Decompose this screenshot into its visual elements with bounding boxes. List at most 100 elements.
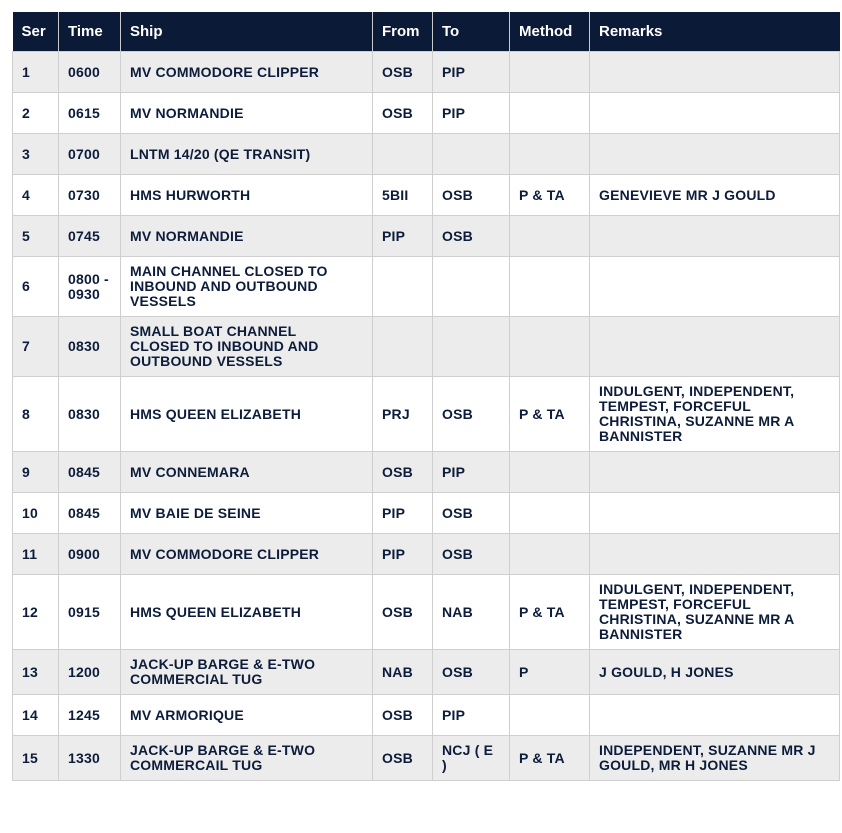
- cell-from: [372, 256, 433, 317]
- cell-time: 0830: [58, 376, 121, 452]
- cell-remarks: [589, 694, 840, 736]
- cell-from: OSB: [372, 735, 433, 781]
- cell-ship: JACK-UP BARGE & E-TWO COMMERCAIL TUG: [120, 735, 373, 781]
- cell-method: P & TA: [509, 376, 590, 452]
- cell-to: [432, 256, 510, 317]
- cell-remarks: [589, 316, 840, 377]
- cell-method: [509, 533, 590, 575]
- cell-ship: MV NORMANDIE: [120, 215, 373, 257]
- cell-to: OSB: [432, 174, 510, 216]
- cell-to: OSB: [432, 376, 510, 452]
- cell-remarks: [589, 256, 840, 317]
- cell-ship: MV BAIE DE SEINE: [120, 492, 373, 534]
- table-row: 10 0845 MV BAIE DE SEINE PIP OSB: [12, 492, 840, 534]
- cell-time: 0900: [58, 533, 121, 575]
- cell-remarks: INDULGENT, INDEPENDENT, TEMPEST, FORCEFU…: [589, 376, 840, 452]
- table-row: 15 1330 JACK-UP BARGE & E-TWO COMMERCAIL T…: [12, 735, 840, 781]
- cell-to: PIP: [432, 92, 510, 134]
- ship-movements-table: Ser Time Ship From To Method Remarks 1 06…: [12, 12, 840, 781]
- cell-remarks: J GOULD, H JONES: [589, 649, 840, 695]
- cell-remarks: [589, 451, 840, 493]
- cell-remarks: [589, 92, 840, 134]
- cell-from: OSB: [372, 51, 433, 93]
- cell-time: 0830: [58, 316, 121, 377]
- table-row: 8 0830 HMS QUEEN ELIZABETH PRJ OSB P & TA INDU…: [12, 376, 840, 452]
- cell-to: NAB: [432, 574, 510, 650]
- cell-method: P & TA: [509, 735, 590, 781]
- cell-method: P: [509, 649, 590, 695]
- header-to: To: [432, 12, 510, 52]
- cell-ser: 11: [12, 533, 59, 575]
- cell-time: 1245: [58, 694, 121, 736]
- cell-ser: 7: [12, 316, 59, 377]
- cell-method: P & TA: [509, 174, 590, 216]
- table-row: 4 0730 HMS HURWORTH 5BII OSB P & TA GENEVIEVE …: [12, 174, 840, 216]
- cell-remarks: GENEVIEVE MR J GOULD: [589, 174, 840, 216]
- table-row: 6 0800 - 0930 MAIN CHANNEL CLOSED TO INBOU…: [12, 256, 840, 317]
- cell-time: 1330: [58, 735, 121, 781]
- cell-to: OSB: [432, 533, 510, 575]
- cell-from: [372, 133, 433, 175]
- cell-to: PIP: [432, 51, 510, 93]
- cell-ship: HMS QUEEN ELIZABETH: [120, 574, 373, 650]
- cell-to: NCJ ( E ): [432, 735, 510, 781]
- cell-to: OSB: [432, 492, 510, 534]
- cell-remarks: INDEPENDENT, SUZANNE MR J GOULD, MR H JO…: [589, 735, 840, 781]
- cell-ship: HMS QUEEN ELIZABETH: [120, 376, 373, 452]
- header-method: Method: [509, 12, 590, 52]
- cell-ship: MV NORMANDIE: [120, 92, 373, 134]
- cell-ser: 15: [12, 735, 59, 781]
- cell-ship: HMS HURWORTH: [120, 174, 373, 216]
- cell-remarks: [589, 133, 840, 175]
- cell-time: 0845: [58, 492, 121, 534]
- table-row: 9 0845 MV CONNEMARA OSB PIP: [12, 451, 840, 493]
- cell-to: OSB: [432, 649, 510, 695]
- header-remarks: Remarks: [589, 12, 840, 52]
- table-row: 14 1245 MV ARMORIQUE OSB PIP: [12, 694, 840, 736]
- cell-time: 0800 - 0930: [58, 256, 121, 317]
- cell-ser: 4: [12, 174, 59, 216]
- cell-time: 0730: [58, 174, 121, 216]
- cell-ship: LNTM 14/20 (QE TRANSIT): [120, 133, 373, 175]
- cell-remarks: INDULGENT, INDEPENDENT, TEMPEST, FORCEFU…: [589, 574, 840, 650]
- cell-ship: MAIN CHANNEL CLOSED TO INBOUND AND OUTBO…: [120, 256, 373, 317]
- cell-method: [509, 215, 590, 257]
- table-row: 7 0830 SMALL BOAT CHANNEL CLOSED TO INBOUN…: [12, 316, 840, 377]
- cell-method: [509, 694, 590, 736]
- cell-from: OSB: [372, 451, 433, 493]
- cell-ser: 14: [12, 694, 59, 736]
- cell-from: [372, 316, 433, 377]
- table-row: 11 0900 MV COMMODORE CLIPPER PIP OSB: [12, 533, 840, 575]
- cell-to: [432, 133, 510, 175]
- header-time: Time: [58, 12, 121, 52]
- cell-time: 1200: [58, 649, 121, 695]
- table-row: 2 0615 MV NORMANDIE OSB PIP: [12, 92, 840, 134]
- cell-ser: 1: [12, 51, 59, 93]
- table-row: 1 0600 MV COMMODORE CLIPPER OSB PIP: [12, 51, 840, 93]
- cell-method: [509, 92, 590, 134]
- header-ship: Ship: [120, 12, 373, 52]
- cell-method: [509, 133, 590, 175]
- table-row: 5 0745 MV NORMANDIE PIP OSB: [12, 215, 840, 257]
- cell-remarks: [589, 51, 840, 93]
- cell-time: 0915: [58, 574, 121, 650]
- cell-time: 0600: [58, 51, 121, 93]
- cell-ser: 13: [12, 649, 59, 695]
- cell-from: PIP: [372, 533, 433, 575]
- cell-to: PIP: [432, 694, 510, 736]
- cell-method: P & TA: [509, 574, 590, 650]
- cell-ser: 10: [12, 492, 59, 534]
- cell-ship: SMALL BOAT CHANNEL CLOSED TO INBOUND AND…: [120, 316, 373, 377]
- cell-ser: 12: [12, 574, 59, 650]
- cell-ser: 9: [12, 451, 59, 493]
- cell-method: [509, 492, 590, 534]
- cell-remarks: [589, 492, 840, 534]
- cell-time: 0845: [58, 451, 121, 493]
- cell-from: OSB: [372, 694, 433, 736]
- cell-ship: JACK-UP BARGE & E-TWO COMMERCIAL TUG: [120, 649, 373, 695]
- cell-ser: 6: [12, 256, 59, 317]
- cell-from: OSB: [372, 574, 433, 650]
- cell-from: 5BII: [372, 174, 433, 216]
- cell-remarks: [589, 533, 840, 575]
- cell-from: NAB: [372, 649, 433, 695]
